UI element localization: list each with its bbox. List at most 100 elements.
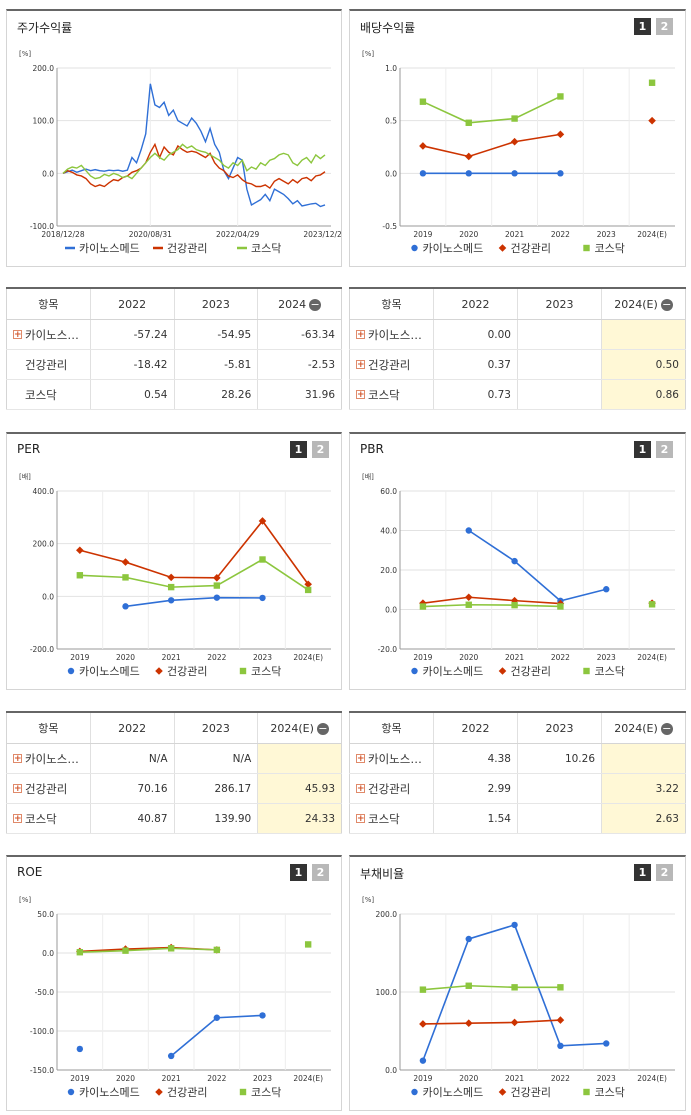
value-cell: 4.38 — [433, 743, 518, 774]
row-name[interactable]: 건강관리 — [368, 781, 411, 796]
row-name[interactable]: 코스닥 — [368, 811, 400, 826]
row-name-cell: + 카이노스… — [349, 319, 434, 350]
pager: 1 2 — [634, 864, 673, 881]
stock-return-chart-panel: [%] 200.0 100.0 0.0 -100.0 2018/12/28 2020/08/… — [6, 9, 342, 267]
y-tick-label: 200.0 — [33, 64, 55, 73]
column-header-label: 2022 — [461, 297, 490, 311]
row-name-cell: + 카이노스… — [6, 319, 91, 350]
column-header-label: 2023 — [201, 721, 230, 735]
series-line-0 — [422, 923, 607, 1061]
data-point — [465, 527, 472, 534]
y-tick-label: 0.0 — [42, 592, 54, 601]
y-tick-label: 50.0 — [37, 910, 54, 919]
expand-icon[interactable]: + — [13, 330, 22, 340]
data-point — [419, 986, 427, 993]
value-cell: -5.81 — [173, 349, 258, 380]
expand-icon[interactable]: + — [13, 814, 22, 824]
x-tick-label: 2023 — [597, 230, 616, 239]
row-name-cell: + 코스닥 — [349, 803, 434, 834]
column-header-label: 2022 — [118, 721, 147, 735]
page-2-button[interactable]: 2 — [656, 441, 673, 458]
value-cell — [601, 319, 686, 350]
roe-chart-panel: [%] 50.0 0.0 -50.0 -100.0 -150.0 2019 2020 2021 2… — [6, 855, 342, 1111]
legend-marker — [583, 1088, 590, 1096]
page-2-button[interactable]: 2 — [312, 864, 329, 881]
data-point — [419, 142, 427, 150]
pbr-table: 항목 2022 2023 2024(E) − + 카이노스… 4.38 10.26 + 건강관리 2.… — [349, 711, 686, 834]
value-cell: 286.17 — [173, 773, 258, 804]
data-point — [603, 586, 610, 593]
column-header-label: 2024(E) — [614, 721, 658, 735]
page-2-button[interactable]: 2 — [656, 864, 673, 881]
data-point — [465, 119, 472, 126]
value-cell: 28.26 — [173, 379, 258, 410]
legend-marker — [498, 244, 507, 252]
expand-icon[interactable]: + — [356, 390, 365, 400]
row-name-cell: 건강관리 — [6, 349, 91, 380]
collapse-icon[interactable]: − — [309, 297, 322, 311]
data-point — [557, 93, 564, 100]
column-header-label: 2022 — [461, 721, 490, 735]
page-2-button[interactable]: 2 — [312, 441, 329, 458]
column-header: 2023 — [517, 712, 602, 744]
value-cell: 0.50 — [601, 349, 686, 380]
data-point — [213, 574, 221, 582]
legend-marker — [67, 667, 75, 675]
expand-icon[interactable]: + — [356, 814, 365, 824]
expand-icon[interactable]: + — [13, 754, 22, 764]
expand-icon[interactable]: + — [356, 360, 365, 370]
page-1-button[interactable]: 1 — [634, 864, 651, 881]
y-tick-label: 0.0 — [385, 606, 397, 615]
collapse-icon[interactable]: − — [660, 721, 673, 735]
expand-icon[interactable]: + — [356, 754, 365, 764]
per-chart-svg: [배]400.0 200.0 0.0 -200.0 2019 2020 2021 2022 20… — [19, 472, 331, 678]
column-header: 항목 — [6, 288, 91, 320]
data-point — [557, 170, 564, 177]
x-tick-label: 2021 — [505, 653, 524, 662]
expand-icon[interactable]: + — [356, 784, 365, 794]
row-name[interactable]: 코스닥 — [368, 387, 400, 402]
collapse-icon[interactable]: − — [316, 721, 329, 735]
data-point — [557, 1042, 564, 1050]
y-tick-label: -200.0 — [30, 645, 54, 654]
data-point — [419, 98, 427, 105]
legend-marker — [239, 1088, 247, 1096]
legend-label: 카이노스메드 — [79, 242, 140, 255]
row-name[interactable]: 코스닥 — [25, 811, 57, 826]
y-tick-label: 200.0 — [376, 910, 398, 919]
y-tick-label: -100.0 — [30, 1027, 54, 1036]
y-tick-label: 0.0 — [42, 949, 54, 958]
x-tick-label: 2022 — [551, 1074, 570, 1083]
row-name[interactable]: 카이노스… — [368, 751, 422, 766]
page-1-button[interactable]: 1 — [634, 18, 651, 35]
page-2-button[interactable]: 2 — [656, 18, 673, 35]
row-name[interactable]: 건강관리 — [25, 781, 68, 796]
x-tick-label: 2023 — [253, 653, 272, 662]
row-name[interactable]: 카이노스… — [368, 327, 422, 342]
column-header: 항목 — [349, 288, 434, 320]
series-line-2 — [79, 947, 217, 954]
data-point — [603, 1040, 610, 1047]
row-name[interactable]: 건강관리 — [368, 357, 411, 372]
x-tick-label: 2019 — [413, 653, 432, 662]
collapse-icon[interactable]: − — [660, 297, 673, 311]
column-header: 2022 — [89, 712, 174, 744]
expand-icon[interactable]: + — [356, 330, 365, 340]
row-name[interactable]: 카이노스… — [25, 751, 79, 766]
data-point — [259, 594, 266, 602]
data-point — [213, 582, 221, 589]
series-line-0 — [62, 83, 326, 208]
page-1-button[interactable]: 1 — [634, 441, 651, 458]
row-name[interactable]: 카이노스… — [25, 327, 79, 342]
data-point — [511, 921, 518, 929]
page-1-button[interactable]: 1 — [290, 441, 307, 458]
expand-icon[interactable]: + — [13, 784, 22, 794]
data-point — [304, 941, 312, 948]
legend-marker — [411, 667, 418, 675]
value-cell: N/A — [89, 743, 174, 774]
x-tick-label: 2024(E) — [637, 653, 667, 662]
page-1-button[interactable]: 1 — [290, 864, 307, 881]
column-header-label: 2023 — [201, 297, 230, 311]
data-point — [167, 597, 175, 604]
legend-label: 코스닥 — [595, 1086, 625, 1099]
